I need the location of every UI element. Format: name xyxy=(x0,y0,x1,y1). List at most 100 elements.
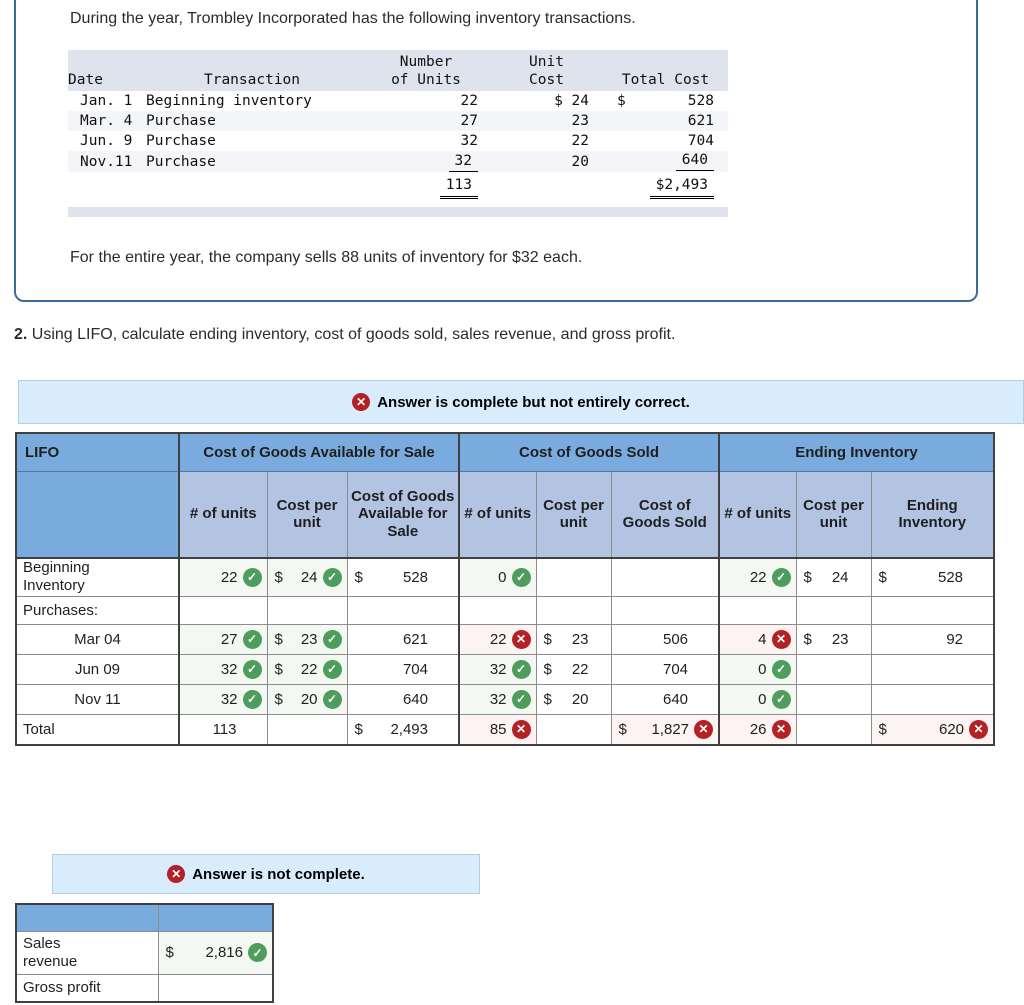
table-row: Nov.11 Purchase 32 20 640 xyxy=(68,151,728,172)
summary-row-sales-revenue: Sales revenue $2,816 ✓ xyxy=(15,930,274,975)
table-row: Jun. 9 Purchase 32 22 704 xyxy=(80,133,714,149)
correct-icon: ✓ xyxy=(242,689,262,709)
input-cell[interactable]: $22 ✓ xyxy=(266,653,348,685)
correct-icon: ✓ xyxy=(242,629,262,649)
input-cell[interactable] xyxy=(535,557,612,597)
sub-header: Cost of Goods Sold xyxy=(610,470,720,559)
sub-header: # of units xyxy=(458,470,537,559)
calc-cell: 85 ✕ xyxy=(458,713,537,746)
incorrect-icon: ✕ xyxy=(771,629,791,649)
calc-cell: $20 xyxy=(535,683,612,715)
correct-icon: ✓ xyxy=(771,659,791,679)
question-text: 2. Using LIFO, calculate ending inventor… xyxy=(14,326,676,343)
incorrect-icon: ✕ xyxy=(352,393,371,411)
calc-cell: 506 xyxy=(610,623,720,655)
col-header-units: Number of Units xyxy=(358,50,508,91)
correct-icon: ✓ xyxy=(511,689,531,709)
calc-cell: 640 xyxy=(346,683,460,715)
incorrect-icon: ✕ xyxy=(511,629,531,649)
calc-cell: $620 ✕ xyxy=(870,713,995,746)
input-cell[interactable]: 22 ✓ xyxy=(718,557,797,597)
input-cell[interactable]: $23 ✓ xyxy=(266,623,348,655)
calc-cell: $23 xyxy=(535,623,612,655)
group-header-ei: Ending Inventory xyxy=(718,432,995,472)
input-cell[interactable]: $20 ✓ xyxy=(266,683,348,715)
sub-header-blank xyxy=(15,470,180,559)
status-banner-bottom: ✕ Answer is not complete. xyxy=(52,854,480,894)
input-cell[interactable]: 27 ✓ xyxy=(178,623,268,655)
input-cell[interactable]: 4 ✕ xyxy=(718,623,797,655)
input-cell[interactable]: 0 ✓ xyxy=(458,557,537,597)
status-banner-bottom-text: Answer is not complete. xyxy=(192,865,365,883)
sub-header: # of units xyxy=(178,470,268,559)
table-row-nov-11: Nov 11 32 ✓ $20 ✓ 640 32 ✓ $20 640 0 ✓ xyxy=(15,683,995,715)
calc-cell xyxy=(795,683,872,715)
lifo-corner-label: LIFO xyxy=(15,432,180,472)
table-total-row: 113 $2,493 xyxy=(68,172,728,202)
input-cell[interactable] xyxy=(157,973,274,1003)
col-header-total-cost: Total Cost xyxy=(603,50,728,91)
group-header-cgs: Cost of Goods Sold xyxy=(457,432,720,472)
input-cell[interactable]: 32 ✓ xyxy=(178,683,268,715)
correct-icon: ✓ xyxy=(511,659,531,679)
calc-cell: 92 xyxy=(870,623,995,655)
incorrect-icon: ✕ xyxy=(167,865,186,883)
incorrect-icon: ✕ xyxy=(694,719,714,739)
incorrect-icon: ✕ xyxy=(969,719,989,739)
group-header-cgas: Cost of Goods Available for Sale xyxy=(178,432,460,472)
incorrect-icon: ✕ xyxy=(511,719,531,739)
status-banner-top: ✕ Answer is complete but not entirely co… xyxy=(18,380,1024,424)
input-cell[interactable]: 0 ✓ xyxy=(718,653,797,685)
lifo-table: LIFO Cost of Goods Available for Sale Co… xyxy=(15,432,996,746)
calc-cell xyxy=(795,653,872,685)
input-cell[interactable]: 32 ✓ xyxy=(458,653,537,685)
input-cell[interactable]: 0 ✓ xyxy=(718,683,797,715)
calc-cell: $1,827 ✕ xyxy=(610,713,720,746)
calc-cell: 640 xyxy=(610,683,720,715)
group-header-row: LIFO Cost of Goods Available for Sale Co… xyxy=(15,432,995,472)
calc-cell: $528 xyxy=(346,557,460,597)
summary-table: Sales revenue $2,816 ✓ Gross profit xyxy=(15,903,274,1003)
sub-header: Cost per unit xyxy=(795,470,872,559)
calc-cell: $24 xyxy=(795,557,872,597)
table-footer-strip xyxy=(68,207,728,217)
calc-cell: 704 xyxy=(346,653,460,685)
incorrect-icon: ✕ xyxy=(771,719,791,739)
calc-cell xyxy=(870,683,995,715)
calc-cell: 704 xyxy=(610,653,720,685)
sub-header-row: # of units Cost per unit Cost of Goods A… xyxy=(15,470,995,559)
col-header-date: Date xyxy=(68,50,146,91)
correct-icon: ✓ xyxy=(322,689,342,709)
summary-header-blank xyxy=(15,903,159,932)
input-cell[interactable]: 22 ✓ xyxy=(178,557,268,597)
input-cell[interactable]: $2,816 ✓ xyxy=(157,930,274,975)
correct-icon: ✓ xyxy=(242,659,262,679)
input-cell[interactable]: 32 ✓ xyxy=(178,653,268,685)
sub-header: Ending Inventory xyxy=(870,470,995,559)
input-cell[interactable]: 32 ✓ xyxy=(458,683,537,715)
sub-header: Cost per unit xyxy=(535,470,612,559)
correct-icon: ✓ xyxy=(322,629,342,649)
correct-icon: ✓ xyxy=(248,943,267,962)
intro-text: During the year, Trombley Incorporated h… xyxy=(70,10,636,27)
correct-icon: ✓ xyxy=(242,567,262,587)
problem-box: During the year, Trombley Incorporated h… xyxy=(14,0,978,302)
input-cell[interactable]: 22 ✕ xyxy=(458,623,537,655)
col-header-transaction: Transaction xyxy=(146,50,358,91)
input-cell[interactable]: $24 ✓ xyxy=(266,557,348,597)
table-row: Mar. 4 Purchase 27 23 621 xyxy=(68,111,728,131)
correct-icon: ✓ xyxy=(771,689,791,709)
calc-cell xyxy=(870,653,995,685)
status-banner-top-text: Answer is complete but not entirely corr… xyxy=(377,393,690,411)
calc-cell xyxy=(266,713,348,746)
table-row-purchases-label: Purchases: xyxy=(15,595,995,625)
calc-cell: $22 xyxy=(535,653,612,685)
calc-cell: 621 xyxy=(346,623,460,655)
calc-cell: $528 xyxy=(870,557,995,597)
col-header-unit-cost: Unit Cost xyxy=(508,50,603,91)
table-row-mar-04: Mar 04 27 ✓ $23 ✓ 621 22 ✕ $23 506 4 ✕ $23 9… xyxy=(15,623,995,655)
correct-icon: ✓ xyxy=(322,567,342,587)
calc-cell xyxy=(610,557,720,597)
summary-row-gross-profit: Gross profit xyxy=(15,973,274,1003)
